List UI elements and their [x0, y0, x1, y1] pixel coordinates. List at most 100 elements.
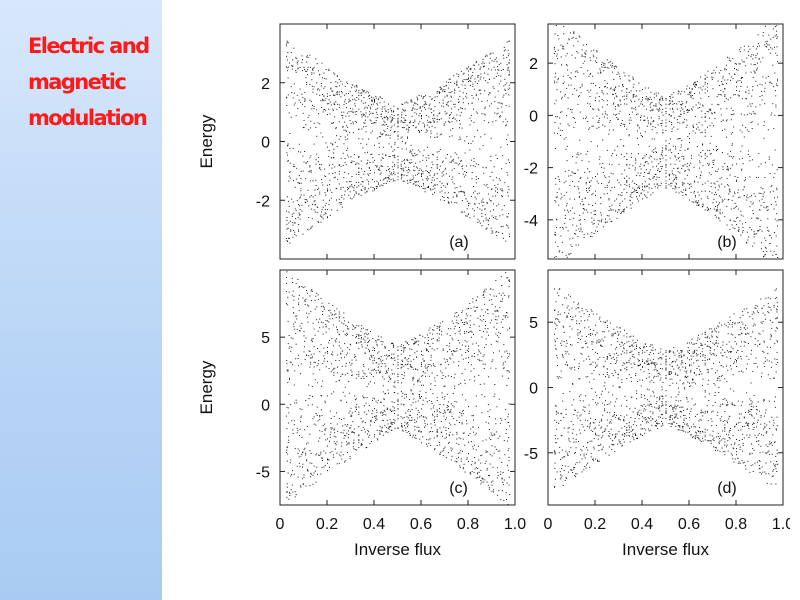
spectrum-point [496, 328, 498, 330]
spectrum-point [426, 423, 428, 425]
spectrum-point [293, 104, 295, 106]
spectrum-point [456, 202, 458, 204]
spectrum-point [758, 45, 760, 47]
spectrum-point [312, 395, 313, 397]
spectrum-point [733, 113, 735, 115]
spectrum-point [631, 192, 633, 194]
spectrum-point [574, 212, 576, 214]
spectrum-point [410, 365, 412, 367]
spectrum-point [307, 161, 309, 163]
spectrum-point [415, 342, 417, 343]
spectrum-point [327, 146, 328, 148]
spectrum-point [626, 94, 628, 96]
spectrum-point [495, 368, 497, 370]
spectrum-point [430, 423, 432, 425]
spectrum-point [375, 370, 377, 372]
spectrum-point [290, 230, 292, 232]
spectrum-point [386, 180, 388, 182]
spectrum-point [452, 118, 454, 120]
spectrum-point [608, 129, 610, 131]
spectrum-point [704, 115, 706, 117]
spectrum-point [381, 157, 383, 159]
spectrum-point [573, 33, 575, 34]
spectrum-point [450, 129, 452, 131]
spectrum-point [392, 155, 394, 157]
spectrum-point [329, 95, 331, 96]
spectrum-point [665, 119, 667, 121]
spectrum-point [672, 107, 673, 109]
plot-frame [279, 269, 516, 506]
spectrum-point [577, 40, 579, 42]
spectrum-point [605, 218, 606, 220]
spectrum-point [296, 315, 298, 317]
spectrum-point [608, 133, 610, 135]
spectrum-point [475, 93, 477, 95]
spectrum-point [622, 210, 624, 212]
spectrum-point [325, 176, 327, 178]
spectrum-point [642, 99, 643, 101]
y-axis-label: Energy [197, 114, 216, 168]
spectrum-point [640, 168, 642, 170]
spectrum-point [358, 426, 360, 428]
spectrum-point [448, 91, 450, 93]
spectrum-point [464, 140, 466, 142]
spectrum-point [775, 235, 777, 237]
spectrum-point [493, 395, 495, 397]
spectrum-point [740, 78, 742, 79]
spectrum-point [302, 452, 303, 453]
spectrum-point [507, 352, 509, 354]
spectrum-point [502, 69, 504, 70]
spectrum-point [288, 175, 290, 177]
spectrum-point [391, 117, 393, 119]
spectrum-point [692, 109, 693, 111]
spectrum-point [347, 189, 349, 191]
spectrum-point [428, 172, 430, 174]
spectrum-point [656, 95, 657, 97]
spectrum-point [440, 86, 442, 88]
spectrum-point [313, 209, 315, 211]
spectrum-point [773, 176, 775, 178]
spectrum-point [413, 155, 415, 157]
spectrum-point [440, 88, 442, 90]
spectrum-point [308, 205, 310, 207]
spectrum-point [354, 327, 356, 329]
spectrum-point [386, 408, 388, 410]
spectrum-point [438, 151, 440, 153]
spectrum-point [484, 462, 486, 464]
spectrum-point [441, 378, 443, 379]
spectrum-point [713, 198, 715, 200]
spectrum-point [462, 165, 464, 167]
spectrum-point [756, 46, 758, 48]
spectrum-point [749, 160, 751, 162]
spectrum-point [439, 325, 441, 327]
spectrum-point [316, 453, 318, 455]
spectrum-point [491, 215, 493, 217]
spectrum-point [366, 143, 368, 145]
spectrum-point [458, 456, 459, 458]
spectrum-point [426, 171, 428, 172]
spectrum-point [367, 344, 368, 346]
spectrum-point [482, 58, 484, 60]
spectrum-point [391, 110, 392, 112]
spectrum-point [329, 410, 331, 412]
spectrum-point [333, 152, 335, 154]
spectrum-point [507, 377, 509, 379]
spectrum-point [340, 188, 342, 190]
spectrum-point [358, 406, 360, 408]
spectrum-point [717, 103, 719, 105]
spectrum-point [722, 200, 724, 202]
spectrum-point [484, 291, 486, 293]
spectrum-point [388, 156, 390, 157]
spectrum-point [295, 332, 297, 334]
spectrum-point [457, 164, 459, 166]
spectrum-point [733, 220, 735, 222]
spectrum-point [501, 356, 503, 358]
spectrum-point [438, 113, 440, 115]
spectrum-point [465, 357, 467, 359]
spectrum-point [458, 437, 460, 439]
spectrum-point [358, 439, 360, 441]
spectrum-point [338, 333, 340, 335]
spectrum-point [478, 349, 480, 351]
spectrum-point [319, 191, 321, 193]
spectrum-point [397, 117, 399, 119]
